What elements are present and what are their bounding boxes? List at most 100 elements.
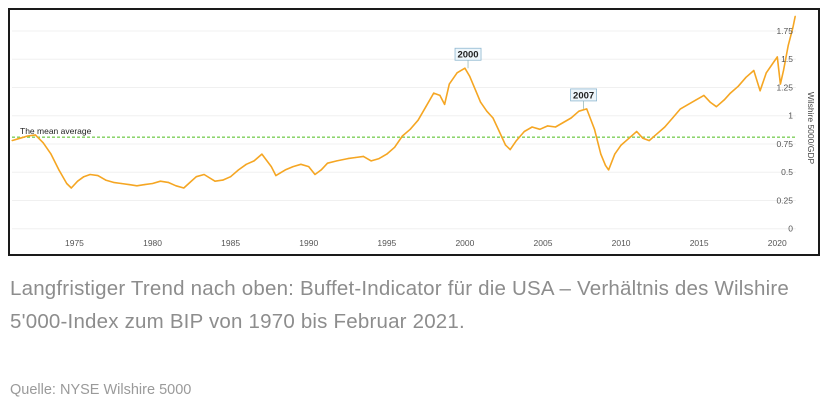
data-point (448, 83, 450, 85)
data-point (83, 176, 85, 178)
data-point (270, 165, 272, 168)
data-point (370, 160, 372, 162)
data-point (214, 180, 216, 182)
data-point (19, 137, 21, 139)
data-point (222, 179, 224, 181)
data-point (245, 163, 247, 165)
data-point (570, 117, 572, 119)
chart-source: Quelle: NYSE Wilshire 5000 (10, 382, 192, 398)
data-point (578, 110, 580, 112)
data-point (253, 160, 255, 162)
data-point (386, 153, 388, 155)
data-point (120, 182, 122, 185)
data-point (562, 121, 564, 124)
data-point (136, 185, 138, 187)
grid-layer (12, 30, 796, 230)
y-tick-label: 0.25 (776, 195, 793, 205)
data-point (354, 156, 357, 159)
data-point (275, 174, 277, 177)
data-point (292, 165, 294, 168)
mean-average-label: The mean average (20, 126, 92, 136)
y-axis-label: Wilshire 5000/GDP (806, 92, 816, 165)
data-point (195, 176, 197, 178)
data-point (175, 185, 177, 187)
data-point (729, 92, 732, 94)
data-point (504, 144, 507, 146)
data-point (687, 103, 689, 105)
data-point (492, 117, 494, 119)
data-point (672, 117, 674, 119)
data-point (112, 181, 115, 183)
data-point (515, 139, 518, 142)
data-point (486, 110, 488, 112)
data-point (792, 26, 794, 29)
data-point (586, 108, 588, 110)
data-point (11, 139, 13, 142)
data-point (642, 137, 644, 139)
data-point (468, 75, 471, 77)
data-point (745, 76, 747, 78)
x-tick-label: 2005 (534, 238, 553, 248)
data-point (237, 169, 240, 171)
data-point (464, 67, 466, 69)
data-point (183, 187, 185, 189)
x-tick-label: 2000 (455, 238, 474, 248)
data-point (709, 101, 711, 103)
annotations: 2000 2007 (454, 47, 598, 109)
y-tick-label: 1.5 (781, 54, 793, 64)
data-point (394, 146, 396, 148)
y-axis-ticks: 0 0.25 0.5 0.75 1 1.25 1.5 1.75 (776, 26, 793, 234)
chart-caption: Langfristiger Trend nach oben: Buffet-In… (10, 277, 789, 333)
data-point (620, 144, 622, 146)
data-point (425, 106, 427, 108)
data-point (679, 108, 682, 110)
data-point (58, 169, 60, 171)
data-point (593, 128, 596, 130)
data-point (604, 164, 607, 167)
annotation-label: 2000 (457, 50, 478, 61)
data-point (151, 182, 154, 185)
data-point (656, 133, 658, 135)
data-point (347, 158, 349, 160)
data-points (11, 15, 796, 189)
x-tick-label: 1975 (65, 238, 84, 248)
data-point (794, 15, 796, 17)
data-point (433, 92, 435, 94)
data-point (284, 169, 286, 171)
data-point (89, 173, 91, 176)
data-point (636, 130, 638, 133)
data-point (362, 155, 364, 157)
data-point (547, 125, 549, 127)
data-point (776, 56, 778, 58)
data-point (773, 60, 775, 63)
data-point (509, 149, 511, 151)
data-point (479, 101, 482, 103)
data-point (76, 180, 79, 182)
data-point (782, 69, 785, 72)
annotation-box (454, 47, 482, 61)
data-point (523, 130, 525, 133)
data-point (664, 126, 666, 128)
data-point (300, 163, 302, 165)
data-point (628, 137, 630, 139)
data-point (34, 134, 37, 136)
data-point (539, 128, 541, 130)
data-point (50, 153, 52, 155)
data-point (409, 128, 411, 130)
data-point (417, 119, 419, 121)
data-point (326, 162, 329, 164)
annotation-2000: 2000 (454, 47, 482, 69)
data-point (314, 173, 316, 176)
x-tick-label: 1995 (377, 238, 396, 248)
data-point (498, 130, 500, 133)
data-point (703, 94, 705, 96)
data-point (128, 184, 130, 186)
x-axis-ticks: 1975 1980 1985 1990 1995 2000 2005 2010 2015 2020 (65, 238, 787, 248)
y-tick-label: 1.25 (776, 82, 793, 92)
data-point (167, 181, 169, 183)
data-point (695, 99, 697, 101)
data-point (97, 174, 99, 177)
data-point (27, 135, 29, 137)
data-point (336, 160, 338, 162)
